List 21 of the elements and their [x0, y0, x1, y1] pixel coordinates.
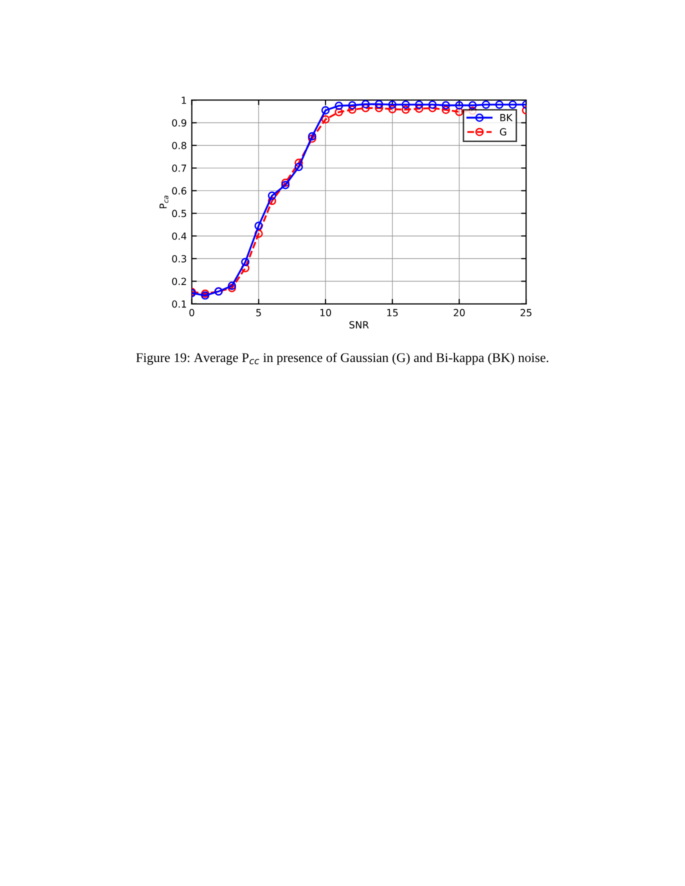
- y-tick-label: 1: [182, 96, 186, 104]
- y-axis-title: P$_{ca}$: [160, 196, 168, 208]
- y-tick-label: 0.4: [172, 232, 186, 240]
- y-tick-label: 0.2: [172, 278, 186, 286]
- x-tick-label: 10: [320, 308, 332, 316]
- y-tick-label: 0.6: [172, 187, 186, 195]
- y-tick-label: 0.5: [172, 210, 186, 218]
- x-tick-label: 5: [256, 309, 261, 316]
- legend-label: G: [500, 128, 506, 136]
- x-tick-label: 15: [387, 309, 398, 316]
- y-tick-label: 0.9: [172, 119, 186, 127]
- x-axis-title: SNR: [349, 321, 369, 328]
- y-tick-label: 0.3: [172, 255, 186, 262]
- y-tick-label: 0.1: [172, 300, 186, 308]
- caption: Figure 19: Average P$_{cc}$ in presence of Gaussian (G) and Bi-kappa (BK) noise.: [136, 352, 548, 365]
- y-tick-label: 0.7: [172, 164, 186, 172]
- x-tick-label: 0: [189, 308, 194, 316]
- y-tick-label: 0.8: [172, 142, 186, 150]
- x-tick-label: 25: [520, 308, 532, 316]
- legend-label: BK: [500, 114, 513, 122]
- x-tick-label: 20: [454, 308, 465, 316]
